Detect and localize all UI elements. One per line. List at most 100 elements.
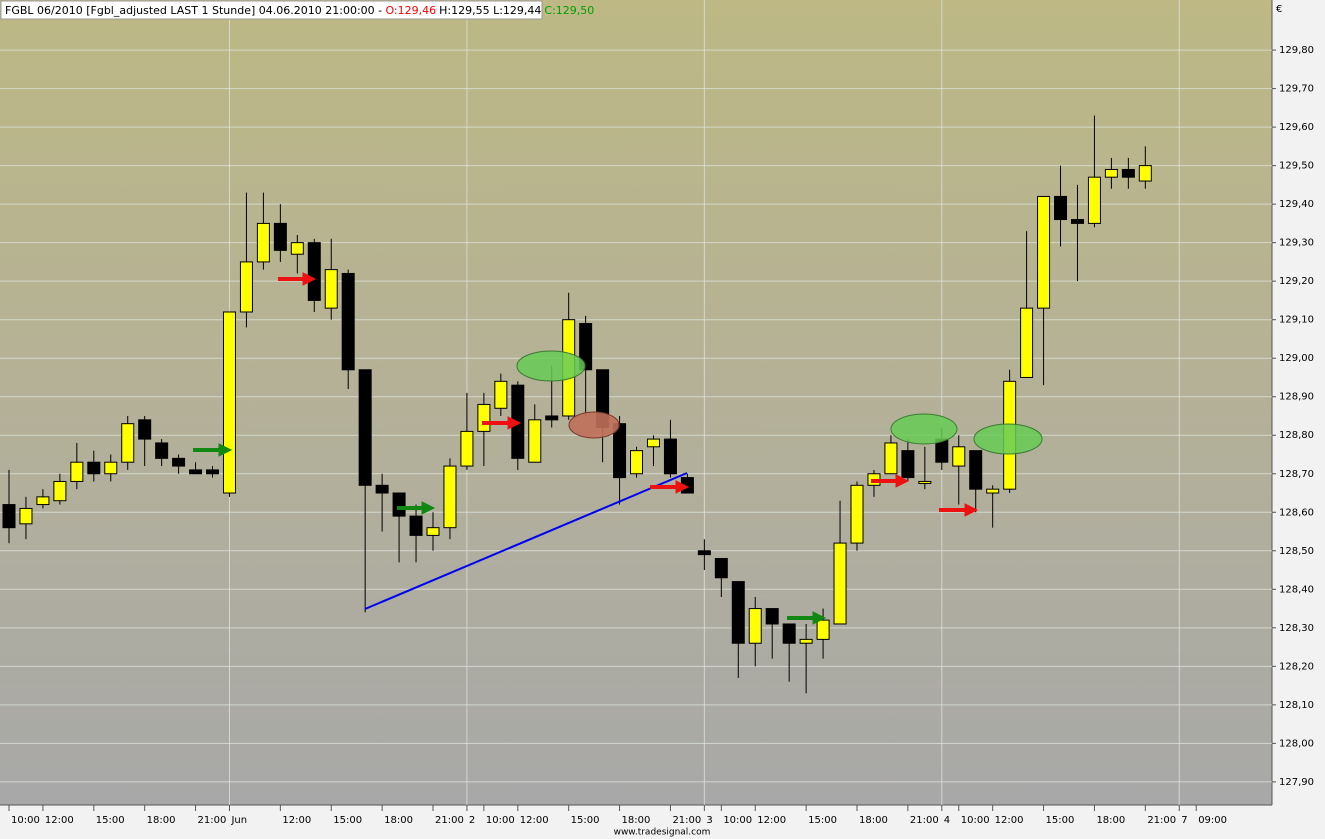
y-tick-label: 129,50 (1279, 161, 1314, 172)
x-tick-label: 3 (706, 815, 712, 826)
candle-body (104, 461, 118, 475)
candle-body (799, 638, 813, 644)
title-segment: H:129,55 L:129,44 (439, 4, 541, 17)
x-tick-label: Jun (230, 815, 247, 826)
candle-body (528, 419, 542, 463)
candle-body (731, 581, 745, 644)
title-segment: FGBL 06/2010 [Fgbl_adjusted LAST 1 Stund… (5, 4, 382, 17)
candle-body (53, 480, 67, 502)
arrow-head (302, 272, 317, 286)
candle-body (816, 619, 830, 640)
x-tick-label: 18:00 (1096, 815, 1125, 826)
x-tick-label: 15:00 (333, 815, 362, 826)
x-tick-label: 10:00 (486, 815, 515, 826)
x-tick-label: 4 (944, 815, 950, 826)
grid (0, 0, 1272, 805)
x-tick-label: 18:00 (859, 815, 888, 826)
candle-body (222, 311, 236, 494)
y-tick-label: 129,20 (1279, 276, 1314, 287)
candle-body (1037, 195, 1051, 309)
arrow-head (964, 503, 979, 517)
x-axis-strip (0, 805, 1272, 839)
candle-body (121, 423, 135, 463)
y-tick-label: 127,90 (1279, 777, 1314, 788)
candle-body (1087, 176, 1101, 224)
candle-body (833, 542, 847, 625)
y-tick-label: 128,60 (1279, 507, 1314, 518)
candle-body (646, 438, 660, 448)
x-tick-label: 21:00 (1147, 815, 1176, 826)
candle-body (36, 496, 50, 506)
candle-body (70, 461, 84, 482)
highlight-ellipse (568, 411, 620, 439)
candle-body (901, 450, 915, 479)
y-axis-strip (1272, 0, 1325, 839)
candle-body (477, 403, 491, 432)
candle-body (206, 469, 220, 475)
header-box (0, 0, 543, 20)
x-tick-label: 10:00 (723, 815, 752, 826)
candle-body (697, 550, 711, 556)
candle-body (918, 480, 932, 484)
x-tick-label: 12:00 (520, 815, 549, 826)
x-tick-label: 10:00 (961, 815, 990, 826)
candle-body (1020, 307, 1034, 378)
plot-background (0, 0, 1272, 805)
candle-body (986, 488, 1000, 494)
candle-body (748, 608, 762, 644)
candle-body (443, 465, 457, 529)
y-tick-label: 129,30 (1279, 238, 1314, 249)
x-tick-label: 10:00 (11, 815, 40, 826)
highlight-ellipse (890, 413, 958, 445)
y-tick-label: 128,40 (1279, 584, 1314, 595)
candle-body (341, 272, 355, 371)
footer: www.tradesignal.com (614, 828, 711, 838)
candle-body (952, 446, 966, 467)
candle-body (782, 623, 796, 644)
x-tick-label: 2 (469, 815, 475, 826)
title-segment: O:129,46 (385, 4, 436, 17)
candle-body (324, 269, 338, 309)
arrow-head (218, 443, 233, 457)
y-tick-label: 128,10 (1279, 700, 1314, 711)
candle-body (87, 461, 101, 475)
annotations (193, 272, 1043, 625)
x-tick-label: 12:00 (757, 815, 786, 826)
candle-body (172, 457, 186, 467)
arrow-head (675, 480, 690, 494)
candle-body (714, 557, 728, 579)
x-tick-label: 12:00 (282, 815, 311, 826)
candle-body (1054, 195, 1068, 221)
candle-body (884, 442, 898, 475)
green-arrows (193, 443, 827, 625)
title-segment: C:129,50 (544, 4, 594, 17)
candle-body (850, 484, 864, 544)
x-tick-label: 21:00 (435, 815, 464, 826)
x-tick-label: 21:00 (910, 815, 939, 826)
trend-line (364, 472, 688, 610)
x-tick-label: 18:00 (622, 815, 651, 826)
y-tick-label: 128,90 (1279, 392, 1314, 403)
highlight-ellipse (973, 423, 1043, 455)
candle-body (579, 323, 593, 371)
candle-body (273, 222, 287, 251)
candle-body (545, 415, 559, 421)
candle-body (409, 515, 423, 536)
y-tick-label: 128,00 (1279, 738, 1314, 749)
highlight-ellipse (516, 350, 586, 382)
red-arrows (278, 272, 979, 517)
candle-body (358, 369, 372, 486)
arrow-head (895, 474, 910, 488)
arrow-head (507, 416, 522, 430)
candle-body (1138, 165, 1152, 182)
x-tick-label: 18:00 (147, 815, 176, 826)
candle-body (663, 438, 677, 475)
candle-body (138, 419, 152, 440)
candle-body (189, 469, 203, 475)
x-tick-label: 21:00 (672, 815, 701, 826)
candle-body (460, 430, 474, 467)
y-tick-label: 129,70 (1279, 84, 1314, 95)
x-tick-label: 21:00 (198, 815, 227, 826)
